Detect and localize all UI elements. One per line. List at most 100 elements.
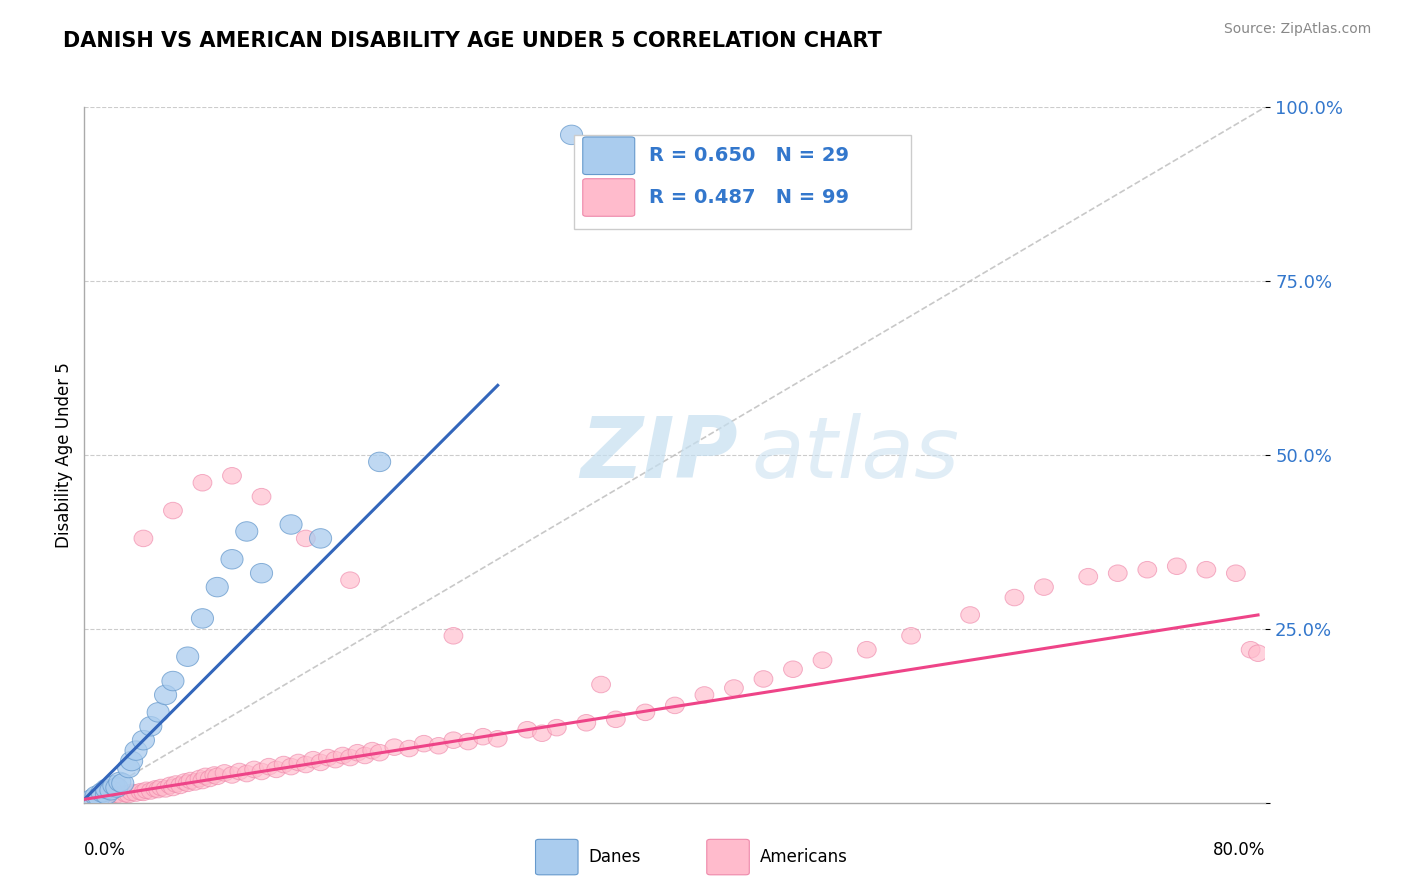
Ellipse shape — [561, 125, 582, 145]
Ellipse shape — [104, 789, 124, 805]
Ellipse shape — [250, 564, 273, 583]
Ellipse shape — [186, 773, 204, 790]
Ellipse shape — [103, 776, 125, 795]
Ellipse shape — [149, 781, 167, 797]
Ellipse shape — [245, 761, 263, 778]
Ellipse shape — [86, 786, 107, 805]
Ellipse shape — [290, 754, 308, 771]
Ellipse shape — [901, 628, 921, 644]
Ellipse shape — [162, 672, 184, 690]
Ellipse shape — [120, 786, 138, 803]
Y-axis label: Disability Age Under 5: Disability Age Under 5 — [55, 362, 73, 548]
FancyBboxPatch shape — [582, 178, 634, 216]
Ellipse shape — [363, 742, 381, 759]
Text: Danes: Danes — [589, 848, 641, 866]
Ellipse shape — [517, 722, 537, 738]
Ellipse shape — [309, 529, 332, 549]
Ellipse shape — [576, 714, 596, 731]
Ellipse shape — [112, 788, 131, 804]
Ellipse shape — [122, 784, 141, 801]
Ellipse shape — [547, 719, 567, 736]
Ellipse shape — [399, 740, 419, 756]
Ellipse shape — [695, 687, 714, 703]
Ellipse shape — [89, 788, 110, 807]
Ellipse shape — [193, 475, 212, 491]
FancyBboxPatch shape — [536, 839, 578, 875]
Ellipse shape — [118, 758, 139, 778]
FancyBboxPatch shape — [582, 137, 634, 175]
FancyBboxPatch shape — [575, 135, 911, 229]
Ellipse shape — [333, 747, 352, 764]
Ellipse shape — [236, 522, 257, 541]
Ellipse shape — [134, 530, 153, 547]
Ellipse shape — [1137, 561, 1157, 578]
Ellipse shape — [136, 782, 156, 798]
Ellipse shape — [117, 786, 135, 802]
Ellipse shape — [458, 733, 478, 750]
Ellipse shape — [592, 676, 610, 693]
Ellipse shape — [100, 780, 122, 800]
FancyBboxPatch shape — [707, 839, 749, 875]
Ellipse shape — [606, 711, 626, 728]
Ellipse shape — [80, 789, 103, 809]
Ellipse shape — [222, 467, 242, 484]
Ellipse shape — [148, 703, 169, 723]
Ellipse shape — [326, 751, 344, 768]
Ellipse shape — [179, 775, 197, 791]
Text: ZIP: ZIP — [581, 413, 738, 497]
Ellipse shape — [349, 745, 367, 761]
Ellipse shape — [304, 751, 322, 768]
Ellipse shape — [172, 777, 190, 794]
Ellipse shape — [533, 725, 551, 741]
Ellipse shape — [108, 772, 131, 792]
Ellipse shape — [160, 777, 180, 794]
Ellipse shape — [152, 780, 170, 796]
Ellipse shape — [340, 749, 360, 766]
Ellipse shape — [252, 764, 271, 780]
Ellipse shape — [208, 768, 226, 785]
Ellipse shape — [297, 530, 315, 547]
Ellipse shape — [105, 778, 128, 797]
Text: R = 0.487   N = 99: R = 0.487 N = 99 — [650, 188, 849, 207]
Ellipse shape — [132, 731, 155, 750]
Text: 0.0%: 0.0% — [84, 841, 127, 859]
Ellipse shape — [97, 789, 115, 806]
Text: Americans: Americans — [759, 848, 848, 866]
Ellipse shape — [1035, 579, 1053, 595]
Ellipse shape — [83, 792, 101, 809]
Ellipse shape — [665, 698, 685, 714]
Ellipse shape — [205, 767, 224, 783]
Ellipse shape — [222, 767, 242, 783]
Ellipse shape — [155, 685, 177, 705]
Ellipse shape — [1167, 558, 1187, 574]
Ellipse shape — [125, 741, 148, 760]
Ellipse shape — [783, 661, 803, 678]
Ellipse shape — [191, 608, 214, 628]
Ellipse shape — [134, 784, 153, 801]
Ellipse shape — [297, 756, 315, 772]
Ellipse shape — [474, 729, 492, 745]
Ellipse shape — [107, 786, 127, 803]
Ellipse shape — [311, 754, 330, 771]
Ellipse shape — [127, 785, 145, 801]
Ellipse shape — [385, 739, 404, 756]
Ellipse shape — [636, 704, 655, 721]
Ellipse shape — [96, 785, 118, 805]
Ellipse shape — [1197, 561, 1216, 578]
Ellipse shape — [163, 780, 183, 796]
Ellipse shape — [488, 731, 508, 747]
Ellipse shape — [429, 738, 449, 754]
Ellipse shape — [280, 515, 302, 534]
Ellipse shape — [1005, 590, 1024, 606]
Ellipse shape — [221, 549, 243, 569]
Ellipse shape — [340, 572, 360, 589]
Ellipse shape — [858, 641, 876, 658]
Ellipse shape — [370, 745, 389, 761]
Ellipse shape — [444, 628, 463, 644]
Ellipse shape — [1226, 565, 1246, 582]
Ellipse shape — [181, 772, 200, 789]
Ellipse shape — [177, 647, 198, 666]
Ellipse shape — [190, 770, 209, 787]
Ellipse shape — [274, 756, 292, 772]
Ellipse shape — [195, 768, 215, 785]
